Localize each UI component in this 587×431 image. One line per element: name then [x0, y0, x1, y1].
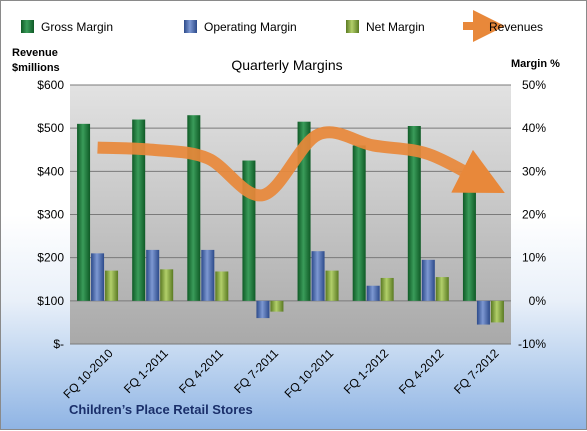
net-margin-bar [215, 271, 229, 301]
legend-operating-margin-label: Operating Margin [204, 20, 297, 34]
category-label: FQ 7-2012 [451, 346, 502, 397]
left-tick-label: $200 [37, 251, 64, 265]
operating-margin-bar [421, 259, 435, 301]
operating-margin-bar [311, 251, 325, 301]
operating-margin-bar [201, 249, 215, 301]
net-margin-bar [380, 277, 394, 301]
category-label: FQ 10-2010 [60, 346, 115, 401]
left-tick-label: $500 [37, 121, 64, 135]
bar-marks [77, 115, 504, 325]
category-label: FQ 1-2012 [341, 346, 392, 397]
left-tick-label: $300 [37, 208, 64, 222]
left-axis-label-line2: $millions [12, 62, 60, 74]
gross-margin-bar [132, 119, 146, 301]
operating-margin-bar [366, 285, 380, 301]
right-tick-label: 20% [522, 208, 546, 222]
operating-margin-bar [256, 300, 270, 319]
net-margin-bar [435, 277, 449, 301]
legend: Gross Margin Operating Margin Net Margin Re… [21, 10, 543, 42]
left-tick-label: $400 [37, 164, 64, 178]
operating-margin-bar [91, 253, 105, 301]
revenue-line [97, 126, 505, 202]
right-axis-ticks: -10% 0% 10% 20% 30% 40% 50% [518, 78, 546, 351]
operating-margin-bar [146, 249, 160, 301]
left-axis-ticks: $- $100 $200 $300 $400 $500 $600 [37, 78, 64, 351]
category-label: FQ 1-2011 [121, 346, 171, 396]
net-margin-bar [490, 300, 504, 323]
gross-margin-bar [77, 123, 91, 301]
right-tick-label: 0% [529, 294, 547, 308]
left-axis-label-line1: Revenue [12, 47, 58, 59]
gross-margin-bar [407, 126, 421, 301]
net-margin-bar [160, 269, 174, 301]
left-tick-label: $100 [37, 294, 64, 308]
right-axis-label: Margin % [511, 58, 560, 70]
gross-margin-bar [297, 121, 311, 301]
net-margin-bar [270, 300, 284, 312]
category-labels: FQ 10-2010 FQ 1-2011 FQ 4-2011 FQ 7-2011 FQ … [60, 346, 501, 401]
gross-margin-bar [352, 145, 366, 301]
right-tick-label: 50% [522, 78, 546, 92]
legend-gross-margin-swatch [21, 20, 34, 33]
category-label: FQ 10-2011 [282, 346, 337, 401]
chart-footer: Children’s Place Retail Stores [69, 402, 253, 417]
legend-gross-margin-label: Gross Margin [41, 20, 113, 34]
net-margin-bar [105, 270, 119, 301]
revenue-series-line [97, 126, 505, 202]
net-margin-bar [325, 270, 339, 301]
right-tick-label: 30% [522, 164, 546, 178]
chart-title: Quarterly Margins [231, 57, 342, 73]
right-tick-label: 10% [522, 251, 546, 265]
category-label: FQ 7-2011 [231, 346, 281, 396]
legend-net-margin-label: Net Margin [366, 20, 425, 34]
left-tick-label: $600 [37, 78, 64, 92]
category-label: FQ 4-2011 [176, 346, 226, 396]
gross-margin-bar [462, 175, 476, 301]
gross-margin-bar [187, 115, 201, 301]
right-tick-label: 40% [522, 121, 546, 135]
legend-revenues-label: Revenues [489, 20, 543, 34]
legend-net-margin-swatch [346, 20, 359, 33]
right-tick-label: -10% [518, 337, 546, 351]
category-label: FQ 4-2012 [396, 346, 447, 397]
left-tick-label: $- [53, 337, 64, 351]
legend-operating-margin-swatch [184, 20, 197, 33]
operating-margin-bar [476, 300, 490, 325]
